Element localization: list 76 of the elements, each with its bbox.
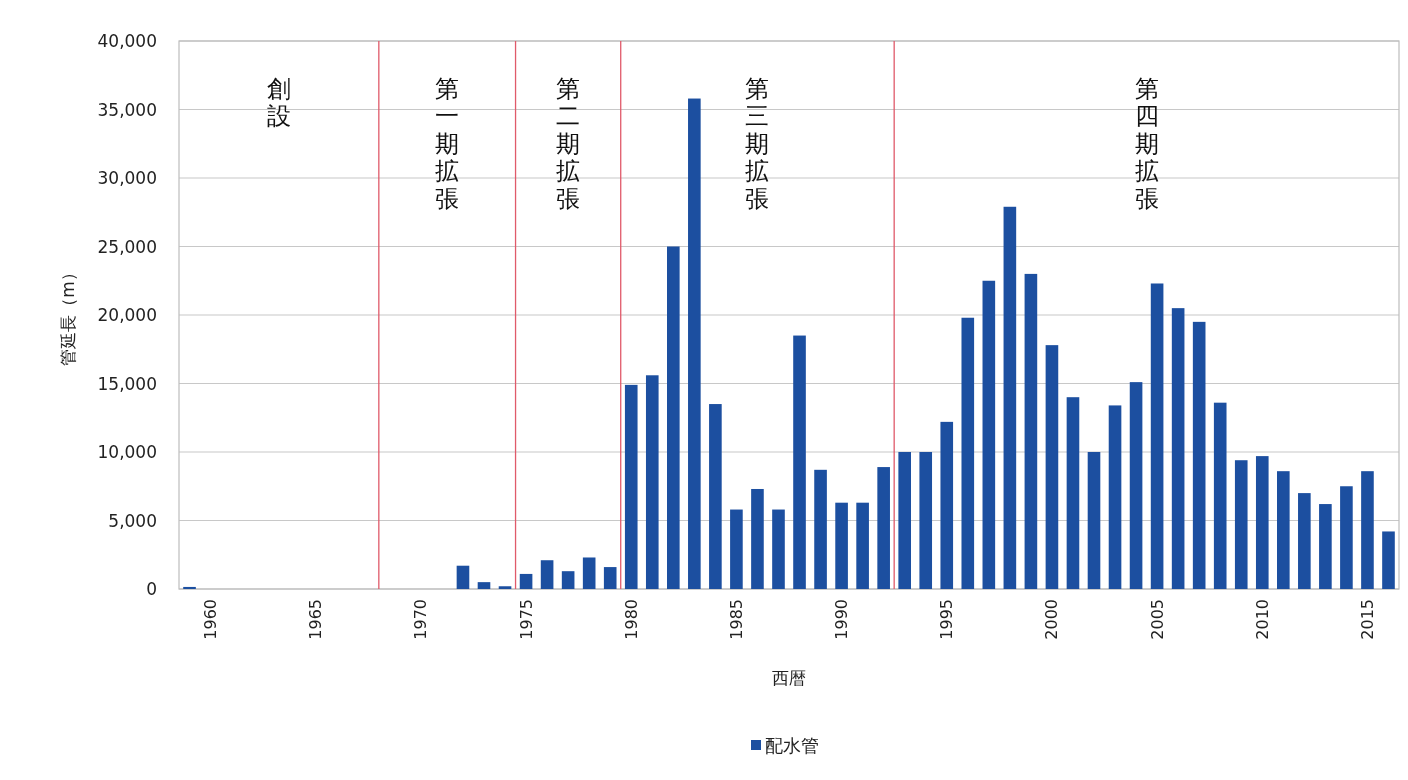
bar bbox=[1382, 531, 1395, 589]
x-tick-label: 1990 bbox=[832, 599, 852, 640]
bar bbox=[1045, 345, 1059, 589]
y-tick-label: 10,000 bbox=[97, 442, 157, 462]
bar bbox=[772, 509, 785, 589]
x-tick-label: 1975 bbox=[516, 599, 536, 640]
bar bbox=[582, 557, 596, 589]
x-axis-title: 西暦 bbox=[772, 668, 806, 688]
bar bbox=[1298, 493, 1311, 589]
bar bbox=[688, 98, 701, 589]
x-tick-label: 1970 bbox=[411, 599, 431, 640]
bar bbox=[751, 488, 764, 589]
bar bbox=[961, 317, 975, 589]
bar bbox=[709, 404, 722, 589]
x-tick-label: 1965 bbox=[306, 599, 326, 640]
legend: 配水管 bbox=[751, 734, 819, 756]
bar bbox=[1150, 283, 1164, 589]
x-tick-label: 2000 bbox=[1042, 599, 1062, 640]
bar bbox=[877, 467, 890, 589]
bar bbox=[793, 335, 806, 589]
bar bbox=[982, 280, 996, 589]
y-tick-label: 5,000 bbox=[108, 510, 157, 531]
bar bbox=[1213, 402, 1227, 589]
bar bbox=[856, 502, 869, 589]
x-tick-label: 2010 bbox=[1252, 599, 1272, 640]
bar bbox=[498, 586, 512, 589]
legend-label: 配水管 bbox=[765, 734, 819, 756]
bar bbox=[645, 375, 659, 589]
bar bbox=[814, 469, 827, 589]
bar bbox=[919, 452, 933, 589]
bar bbox=[1024, 273, 1038, 589]
y-tick-label: 15,000 bbox=[97, 373, 157, 394]
y-tick-label: 20,000 bbox=[97, 305, 157, 325]
bar bbox=[1171, 308, 1185, 589]
bar bbox=[561, 571, 575, 589]
bar bbox=[477, 582, 491, 589]
x-tick-label: 1995 bbox=[937, 599, 957, 640]
x-tick-label: 1980 bbox=[621, 599, 641, 640]
bar bbox=[1361, 471, 1374, 589]
y-tick-label: 25,000 bbox=[97, 236, 157, 257]
bar bbox=[1108, 405, 1122, 589]
bar bbox=[667, 246, 680, 589]
bar bbox=[603, 567, 617, 589]
bar bbox=[1255, 456, 1269, 589]
bar bbox=[519, 573, 533, 589]
y-axis-title: 管延長（m） bbox=[58, 264, 78, 366]
bar bbox=[624, 384, 638, 589]
bar bbox=[540, 560, 554, 589]
bar bbox=[940, 421, 954, 589]
bar bbox=[183, 586, 196, 589]
x-tick-label: 1960 bbox=[201, 599, 221, 640]
y-tick-label: 0 bbox=[146, 579, 157, 599]
bar bbox=[1340, 486, 1353, 589]
annotation: 第四期拡張 bbox=[1134, 74, 1159, 213]
bar bbox=[898, 452, 911, 589]
bar bbox=[1066, 397, 1080, 589]
annotation: 創設 bbox=[266, 74, 291, 131]
y-tick-label: 40,000 bbox=[97, 31, 157, 51]
bar bbox=[1087, 452, 1101, 589]
bar bbox=[1192, 321, 1206, 589]
bar bbox=[1319, 504, 1332, 589]
x-tick-label: 2005 bbox=[1147, 599, 1167, 640]
annotation: 第一期拡張 bbox=[435, 74, 460, 213]
bar bbox=[1277, 471, 1290, 589]
x-tick-label: 1985 bbox=[726, 599, 746, 640]
y-tick-label: 30,000 bbox=[97, 168, 157, 188]
bar bbox=[1129, 382, 1143, 589]
annotation: 第三期拡張 bbox=[745, 74, 770, 213]
bar bbox=[730, 509, 743, 589]
bar bbox=[1234, 460, 1248, 589]
bar bbox=[1003, 206, 1017, 589]
bar bbox=[835, 502, 848, 589]
y-tick-label: 35,000 bbox=[97, 99, 157, 120]
x-tick-label: 2015 bbox=[1357, 599, 1377, 640]
annotation: 第二期拡張 bbox=[556, 74, 581, 213]
bar bbox=[456, 565, 470, 589]
